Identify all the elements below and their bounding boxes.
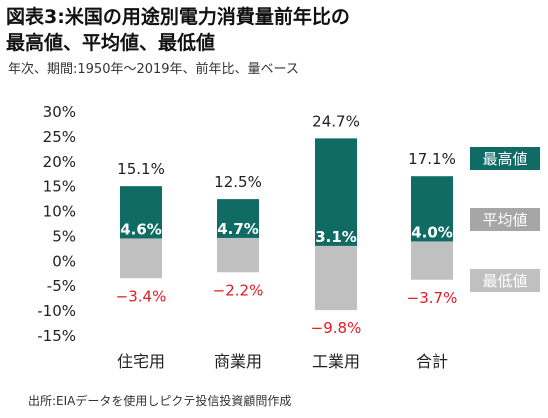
chart-subtitle: 年次、期間:1950年〜2019年、前年比、量ベース: [8, 62, 299, 77]
min-value-label: −3.4%: [116, 287, 167, 305]
legend-max-label: 最高値: [482, 150, 527, 168]
min-value-label: −2.2%: [213, 281, 264, 299]
category-label: 合計: [416, 352, 448, 371]
bar-min-segment: [411, 241, 453, 280]
y-tick-label: -5%: [47, 277, 76, 295]
legend-min-label: 最低値: [482, 272, 527, 290]
min-value-label: −3.7%: [407, 289, 458, 307]
category-label: 商業用: [214, 352, 262, 371]
y-tick-label: 15%: [43, 178, 76, 196]
bar-max-segment: [217, 199, 259, 238]
avg-value-label: 4.0%: [411, 223, 453, 241]
avg-value-label: 4.6%: [120, 220, 162, 238]
avg-value-label: 3.1%: [315, 228, 357, 246]
y-tick-label: -15%: [37, 327, 76, 345]
y-tick-label: 30%: [43, 103, 76, 121]
legend-min-box: [470, 269, 540, 292]
y-tick-label: -10%: [37, 302, 76, 320]
max-value-label: 17.1%: [408, 150, 456, 168]
bar-max-segment: [315, 138, 357, 246]
y-tick-label: 20%: [43, 153, 76, 171]
legend-avg-box: [470, 208, 540, 231]
y-tick-label: 5%: [52, 227, 76, 245]
chart-title-line-2: 最高値、平均値、最低値: [6, 32, 216, 54]
bar-min-segment: [217, 237, 259, 273]
legend-max-box: [470, 147, 540, 170]
max-value-label: 12.5%: [214, 173, 262, 191]
y-tick-label: 10%: [43, 203, 76, 221]
source-note: 出所:EIAデータを使用しピクテ投信投資顧問作成: [28, 394, 292, 408]
y-tick-label: 0%: [52, 252, 76, 270]
category-label: 住宅用: [117, 352, 165, 371]
avg-value-label: 4.7%: [217, 220, 259, 238]
bar-min-segment: [120, 238, 162, 279]
bar-max-segment: [411, 176, 453, 242]
max-value-label: 24.7%: [312, 112, 360, 130]
bar-min-segment: [315, 245, 357, 311]
category-label: 工業用: [312, 352, 360, 371]
chart-title: 図表3:米国の用途別電力消費量前年比の 最高値、平均値、最低値: [6, 4, 350, 56]
legend-avg-label: 平均値: [482, 211, 527, 229]
y-tick-label: 25%: [43, 128, 76, 146]
max-value-label: 15.1%: [117, 160, 165, 178]
min-value-label: −9.8%: [311, 319, 362, 337]
bar-max-segment: [120, 186, 162, 239]
chart-title-line-1: 図表3:米国の用途別電力消費量前年比の: [6, 6, 350, 28]
